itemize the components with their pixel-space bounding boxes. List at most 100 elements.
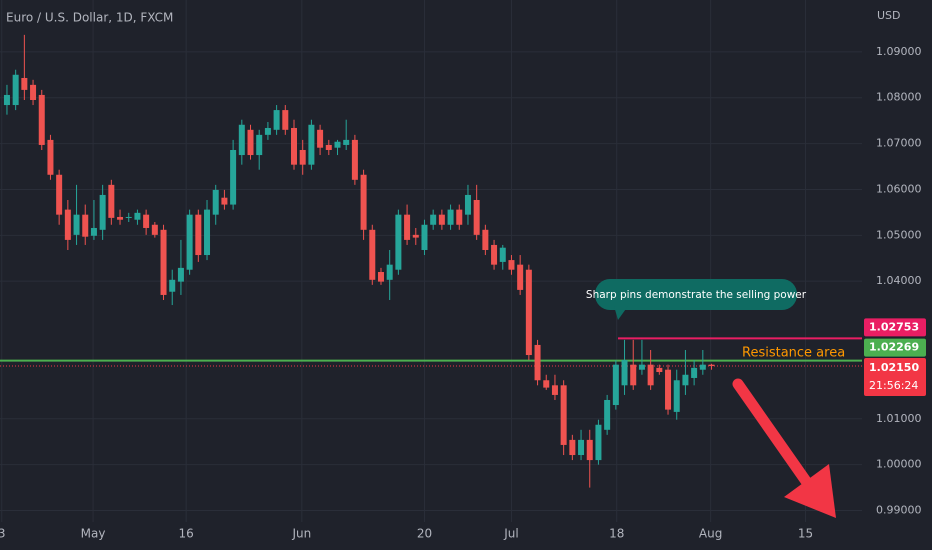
candle-body [264,127,271,135]
x-tick-label: 20 [417,527,432,541]
candle-body [612,364,619,406]
x-tick-label: Aug [699,527,722,541]
candle-body [534,344,541,381]
candle-body [456,209,463,225]
candle-body [343,139,350,145]
candle-body [143,214,150,228]
candle-body [630,364,637,386]
x-tick-label: 16 [179,527,194,541]
levels [0,337,862,367]
candles [3,34,715,488]
candle-body [38,94,45,145]
candle-body [377,272,384,282]
candle-body [238,124,245,156]
last-price-label: 1.02150 [869,361,919,374]
candle-body [691,367,698,378]
candle-body [308,124,315,165]
candle-body [160,229,167,295]
callout-text: Sharp pins demonstrate the selling power [586,289,807,301]
y-tick-label: 1.09000 [876,45,922,58]
candle-body [186,214,193,270]
candle-body [369,229,376,280]
candle-body [47,139,54,175]
candle-body [351,139,358,180]
candle-body [647,364,654,386]
candle-body [404,214,411,240]
y-axis-unit: USD [877,9,901,22]
countdown-label: 21:56:24 [869,379,918,392]
candle-body [82,214,89,237]
candle-body [525,269,532,356]
y-tick-label: 1.00000 [876,458,922,471]
candle-body [21,77,28,90]
chart-title: Euro / U.S. Dollar, 1D, FXCM [6,11,173,25]
arrow-head [784,464,836,518]
arrow [732,378,836,518]
candle-body [595,424,602,461]
candle-body [212,189,219,215]
candle-body [177,267,184,282]
x-tick-label: May [81,527,106,541]
candle-body [656,367,663,373]
candle-body [499,247,506,262]
candle-body [464,194,471,215]
resistance-label: Resistance area [742,346,845,361]
candle-body [421,224,428,250]
candle-body [447,209,454,225]
y-tick-label: 0.99000 [876,504,922,517]
candle-body [578,439,585,456]
y-tick-label: 1.08000 [876,91,922,104]
candle-body [325,144,332,150]
candle-body [334,141,341,148]
y-tick-label: 1.06000 [876,182,922,195]
candle-body [665,369,672,410]
callout-tail [614,306,628,320]
candle-body [195,214,202,256]
candle-body [412,234,419,238]
x-tick-label: Jun [291,527,311,541]
candle-body [682,374,689,386]
candle-body [151,224,158,235]
y-tick-label: 1.04000 [876,274,922,287]
callout-box [595,279,797,310]
candle-body [491,244,498,265]
candle-body [517,264,524,290]
candle-body [551,385,558,395]
level-label-box [864,338,926,357]
candle-body [386,264,393,280]
candle-body [708,364,715,367]
y-tick-label: 1.01000 [876,412,922,425]
x-tick-label: Jul [503,527,518,541]
last-price-box [864,358,926,397]
candle-body [673,380,680,412]
candle-body [482,229,489,250]
candle-body [473,199,480,235]
candle-body [117,216,124,220]
candle-body [273,110,280,130]
price-axis: 1.09000 1.08000 1.07000 1.06000 1.05000 1.040… [0,45,926,541]
candle-body [395,214,402,270]
candle-body [282,110,289,130]
candle-body [317,129,324,148]
candle-body [621,360,628,386]
candle-body [73,214,80,235]
candle-body [108,184,115,218]
candle-body [638,364,645,370]
candle-body [12,74,19,106]
candle-body [430,214,437,225]
candle-body [699,364,706,370]
candle-body [299,149,306,165]
candle-body [64,209,71,240]
y-tick-label: 1.05000 [876,228,922,241]
candle-body [204,209,211,256]
candle-body [134,212,141,220]
x-tick-label: 15 [798,527,813,541]
candle-body [169,279,176,292]
candle-body [438,214,445,225]
candle-body [291,127,298,165]
callout: Sharp pins demonstrate the selling power [586,279,807,320]
level-label: 1.02269 [869,341,919,354]
x-tick-label: 3 [0,527,6,541]
